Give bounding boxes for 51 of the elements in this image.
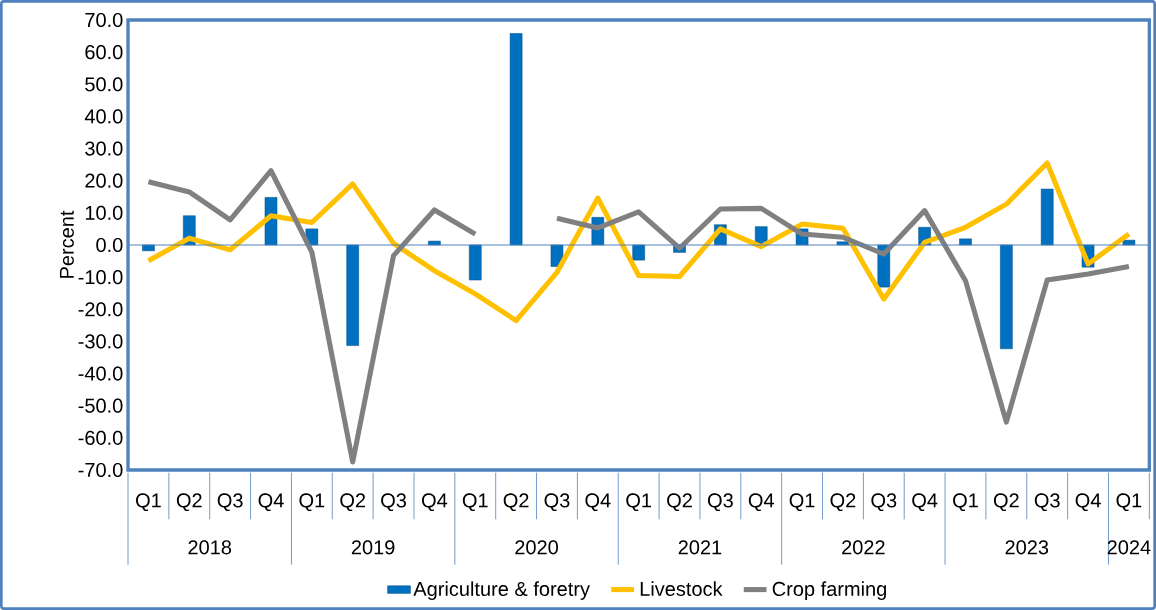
y-tick-label: 20.0 [85,173,123,188]
x-tick-label: Q3 [381,493,407,512]
x-tick-label: Q3 [707,493,733,512]
y-tick-label: 10.0 [85,205,123,220]
legend-label: Crop farming [772,581,886,600]
x-tick-label: Q1 [462,493,488,512]
x-tick-label: Q2 [503,493,529,512]
x-tick-label: Q4 [1075,493,1101,512]
x-tick-label: Q4 [422,493,448,512]
y-tick-label: 70.0 [85,12,123,28]
x-tick-label: Q3 [544,493,570,512]
x-tick-label: Q1 [626,493,652,512]
x-tick-label: Q4 [585,493,611,512]
x-tick-label: Q3 [1034,493,1060,512]
x-tick-label: Q3 [217,493,243,512]
y-tick-label: 40.0 [84,109,123,124]
y-tick-label: -50.0 [78,398,123,413]
y-axis-title: Percent [59,210,74,278]
x-tick-label: Q1 [299,493,325,512]
legend-label: Agriculture & foretry [413,581,590,600]
text: 2018 [188,540,232,555]
x-tick-label: Q3 [871,493,897,512]
y-tick-label: -60.0 [78,430,123,445]
text: 2022 [842,540,885,555]
y-tick-label: 0.0 [96,237,123,253]
x-tick-label: Q2 [340,493,366,512]
text: 2020 [515,540,558,555]
y-tick-label: 60.0 [85,45,123,60]
x-tick-label: Q4 [912,493,938,512]
text: 2023 [1005,540,1049,555]
y-tick-label: -70.0 [78,462,123,478]
legend-label: Livestock [640,581,723,597]
x-tick-label: Q4 [748,493,774,512]
x-tick-label: Q2 [667,493,692,512]
y-tick-label: 30.0 [85,141,123,156]
y-tick-label: -30.0 [78,334,123,349]
x-tick-label: Q1 [136,493,161,512]
y-tick-label: 50.0 [85,77,123,92]
y-tick-label: -40.0 [78,366,123,381]
x-tick-label: Q1 [789,493,815,512]
x-tick-label: Q2 [176,493,202,512]
x-tick-label: Q4 [258,493,284,512]
x-tick-label: Q2 [830,493,856,512]
y-tick-label: -20.0 [78,302,123,317]
x-tick-label: Q1 [1116,493,1142,512]
text: 2021 [678,540,722,555]
x-tick-label: Q2 [993,493,1019,512]
text: 2019 [351,540,395,555]
x-tick-label: Q1 [953,493,978,512]
text: 2024 [1107,540,1151,555]
y-tick-label: -10.0 [78,270,123,285]
